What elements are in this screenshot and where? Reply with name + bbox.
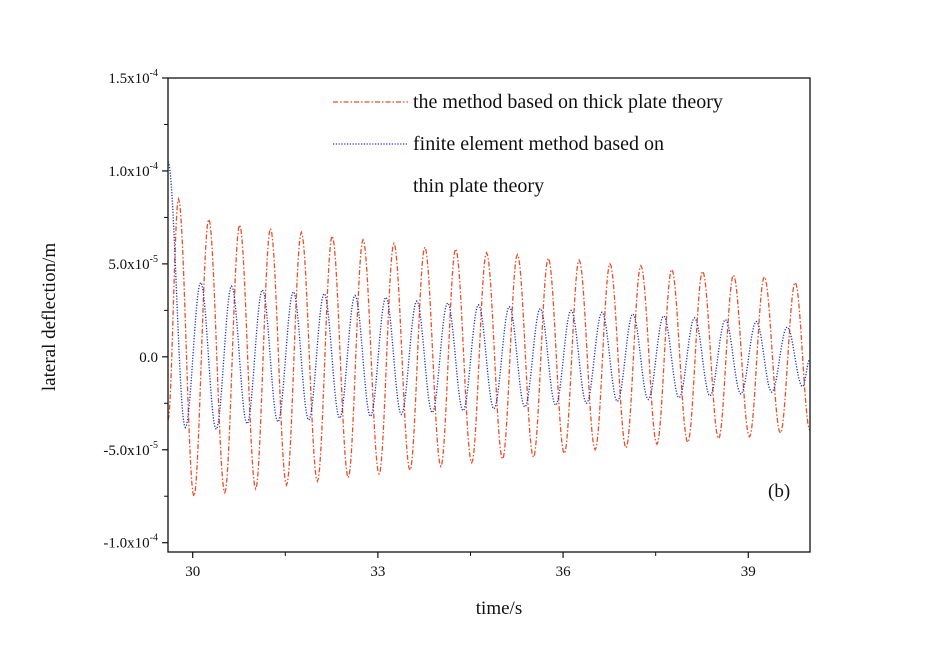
x-tick-label: 33 xyxy=(370,564,385,580)
x-tick-label: 36 xyxy=(556,564,572,580)
y-tick-label: 1.5x10-4 xyxy=(108,68,158,87)
plot-frame xyxy=(167,77,811,553)
legend-label: the method based on thick plate theory xyxy=(413,91,723,113)
y-axis-title: lateral deflection/m xyxy=(39,243,60,391)
x-tick-label: 39 xyxy=(741,564,756,580)
x-tick-label: 30 xyxy=(185,564,200,580)
axes xyxy=(162,77,811,558)
y-tick-label: 5.0x10-5 xyxy=(108,254,158,273)
legend-label: finite element method based on xyxy=(413,133,664,155)
legend-label: thin plate theory xyxy=(413,175,544,197)
series-line-thick-plate xyxy=(168,196,810,499)
panel-label: (b) xyxy=(768,481,790,502)
y-tick-label: -5.0x10-5 xyxy=(103,440,158,459)
y-tick-label: 0.0 xyxy=(139,350,158,366)
y-tick-label: 1.0x10-4 xyxy=(108,161,158,180)
legend: the method based on thick plate theory fi… xyxy=(333,91,723,197)
labels: 30 33 36 39 -1.0x10-4 -5.0x10-5 0.0 5.0x10-5 1.0… xyxy=(39,68,790,619)
series-line-thin-plate-fem xyxy=(168,161,810,431)
plot-area xyxy=(168,161,810,499)
x-axis-title: time/s xyxy=(476,598,522,619)
y-tick-label: -1.0x10-4 xyxy=(103,533,158,552)
